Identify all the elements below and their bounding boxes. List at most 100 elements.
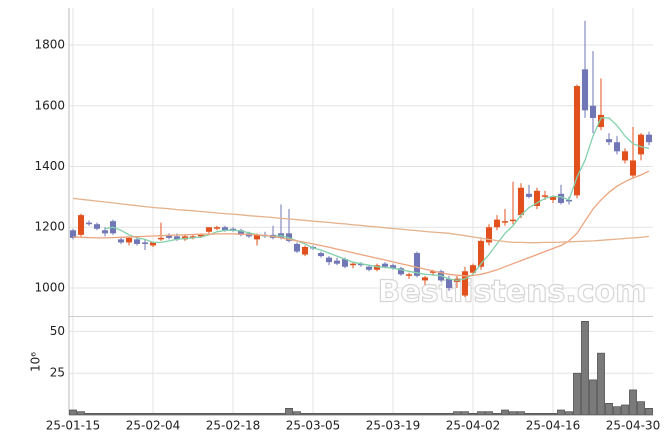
moving-average-line (104, 117, 650, 282)
moving-average-line (72, 197, 650, 244)
candle-body (637, 134, 645, 155)
volume-bar (157, 413, 165, 416)
x-tick-label: 25-04-02 (446, 419, 500, 433)
volume-bar (181, 413, 189, 416)
volume-bar (557, 409, 565, 416)
volume-bar (253, 413, 261, 416)
candle-body (509, 219, 517, 222)
volume-bar (613, 406, 621, 416)
candle-body (605, 139, 613, 143)
candle-body (597, 114, 605, 128)
y-tick-label: 1600 (34, 98, 65, 112)
volume-bar (597, 352, 605, 416)
y-tick-label: 1800 (34, 38, 65, 52)
candle-body (629, 160, 637, 176)
candle-body (349, 263, 357, 266)
volume-bar (205, 413, 213, 416)
candle-body (413, 253, 421, 276)
candle-body (581, 69, 589, 111)
y-tick-label: 25 (50, 366, 65, 380)
volume-bar (469, 413, 477, 416)
volume-bar (269, 413, 277, 416)
x-tick-label: 25-04-30 (606, 419, 660, 433)
candle-body (205, 227, 213, 232)
candle-body (117, 239, 125, 243)
volume-bar (437, 413, 445, 416)
volume-bar (461, 411, 469, 416)
candle-body (405, 274, 413, 276)
volume-bar (493, 413, 501, 416)
volume-bar (237, 413, 245, 416)
candle-body (621, 151, 629, 161)
volume-bar (245, 413, 253, 416)
volume-bar (629, 389, 637, 416)
x-tick-label: 25-03-19 (366, 419, 420, 433)
volume-bar (325, 413, 333, 416)
volume-bar (93, 413, 101, 416)
x-tick-label: 25-04-16 (526, 419, 580, 433)
x-tick-label: 25-02-04 (126, 419, 180, 433)
y-tick-label: 50 (50, 324, 65, 338)
candle-body (589, 105, 597, 118)
candle-body (101, 230, 109, 234)
candle-body (501, 221, 509, 223)
volume-bar (197, 413, 205, 416)
volume-bar (501, 409, 509, 416)
volume-bar (549, 413, 557, 416)
candle-body (173, 236, 181, 240)
volume-bar (621, 404, 629, 416)
volume-bar (389, 413, 397, 416)
volume-bar (349, 413, 357, 416)
candle-body (645, 134, 653, 143)
candle-body (69, 230, 77, 238)
candle-body (85, 222, 93, 225)
moving-average-line (72, 170, 650, 277)
x-tick-label: 25-02-18 (206, 419, 260, 433)
candle-body (461, 271, 469, 296)
candle-body (357, 263, 365, 266)
volume-bar (117, 413, 125, 416)
candle-body (573, 86, 581, 196)
volume-bar (293, 411, 301, 416)
volume-bar (373, 413, 381, 416)
volume-bar (429, 413, 437, 416)
candle-body (613, 142, 621, 152)
volume-bar (189, 413, 197, 416)
volume-bar (357, 413, 365, 416)
volume-bar (605, 402, 613, 416)
volume-bar (85, 413, 93, 416)
volume-bar (341, 413, 349, 416)
volume-bar (589, 379, 597, 416)
volume-bar (405, 413, 413, 416)
candle-body (149, 242, 157, 246)
volume-bar (645, 408, 653, 416)
candle-body (165, 234, 173, 238)
candle-body (77, 215, 85, 235)
volume-bar (413, 413, 421, 416)
candle-body (197, 234, 205, 237)
candle-body (229, 228, 237, 231)
volume-bar (173, 413, 181, 416)
volume-bar (445, 413, 453, 416)
volume-bar (229, 413, 237, 416)
volume-bar (109, 413, 117, 416)
volume-bar (525, 413, 533, 416)
candle-body (301, 246, 309, 255)
volume-bar (365, 413, 373, 416)
volume-bar (309, 413, 317, 416)
candle-body (141, 242, 149, 244)
candle-body (397, 268, 405, 275)
candle-body (533, 190, 541, 206)
volume-bar (277, 413, 285, 416)
candle-body (365, 266, 373, 270)
volume-bar (573, 372, 581, 416)
volume-bar (165, 413, 173, 416)
volume-bar (77, 411, 85, 416)
y-tick-label: 1200 (34, 220, 65, 234)
volume-bar (261, 413, 269, 416)
candle-body (429, 271, 437, 273)
x-tick-label: 25-01-15 (46, 419, 100, 433)
volume-bar (565, 411, 573, 416)
volume-bar (517, 411, 525, 416)
